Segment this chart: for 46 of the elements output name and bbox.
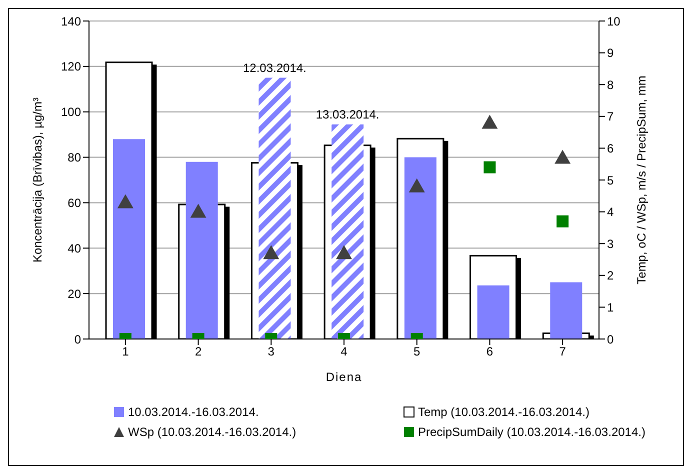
y-tick-label: 80 [68,150,82,165]
x-tick-label: 7 [559,344,566,359]
y-tick-label: 140 [60,14,82,28]
y-tick-label: 40 [68,241,82,256]
y2-axis-title: Temp, oC / WSp, m/s / PrecipSum, mm [634,76,648,284]
bar [477,285,510,339]
y2-tick-label: 3 [607,236,614,251]
y-tick-label: 20 [68,286,82,301]
y-tick-label: 120 [60,60,82,74]
y2-tick-label: 10 [607,14,621,28]
x-tick-label: 1 [122,344,130,359]
point [408,178,425,192]
y2-tick-label: 0 [607,332,614,346]
y2-tick-label: 9 [607,46,614,60]
legend-label: 10.03.2014.-16.03.2014. [128,405,259,419]
x-tick-label: 6 [486,344,494,359]
y2-tick-label: 6 [607,141,614,156]
y-axis-title: Koncentrācija (Brīvibas), µg/m³ [30,98,44,262]
x-tick-label: 4 [340,344,348,359]
x-tick-label: 2 [194,344,202,359]
annotation: 12.03.2014. [243,60,306,75]
y2-tick-label: 7 [607,110,614,124]
x-tick-label: 3 [268,344,275,359]
y2-tick-label: 1 [607,300,614,314]
point [482,114,498,129]
x-axis-title: Diena [326,370,362,384]
x-tick-label: 5 [414,344,421,359]
y2-tick-label: 4 [607,205,614,220]
point [554,150,571,164]
legend-label: Temp (10.03.2014.-16.03.2014.) [418,405,590,419]
point [336,245,352,260]
point [263,245,280,260]
legend-label: WSp (10.03.2014.-16.03.2014.) [128,425,296,439]
annotation: 13.03.2014. [316,107,380,122]
y2-tick-label: 8 [607,78,614,92]
y2-tick-label: 5 [607,173,614,188]
legend-label: PrecipSumDaily (10.03.2014.-16.03.2014.) [418,425,646,439]
y-tick-label: 0 [74,332,82,346]
y-tick-label: 100 [60,105,82,120]
y-tick-label: 60 [68,196,82,210]
point [556,215,569,228]
y2-tick-label: 2 [607,268,614,283]
point [190,204,206,218]
point [117,194,134,208]
point [484,161,496,174]
bar [113,139,145,339]
